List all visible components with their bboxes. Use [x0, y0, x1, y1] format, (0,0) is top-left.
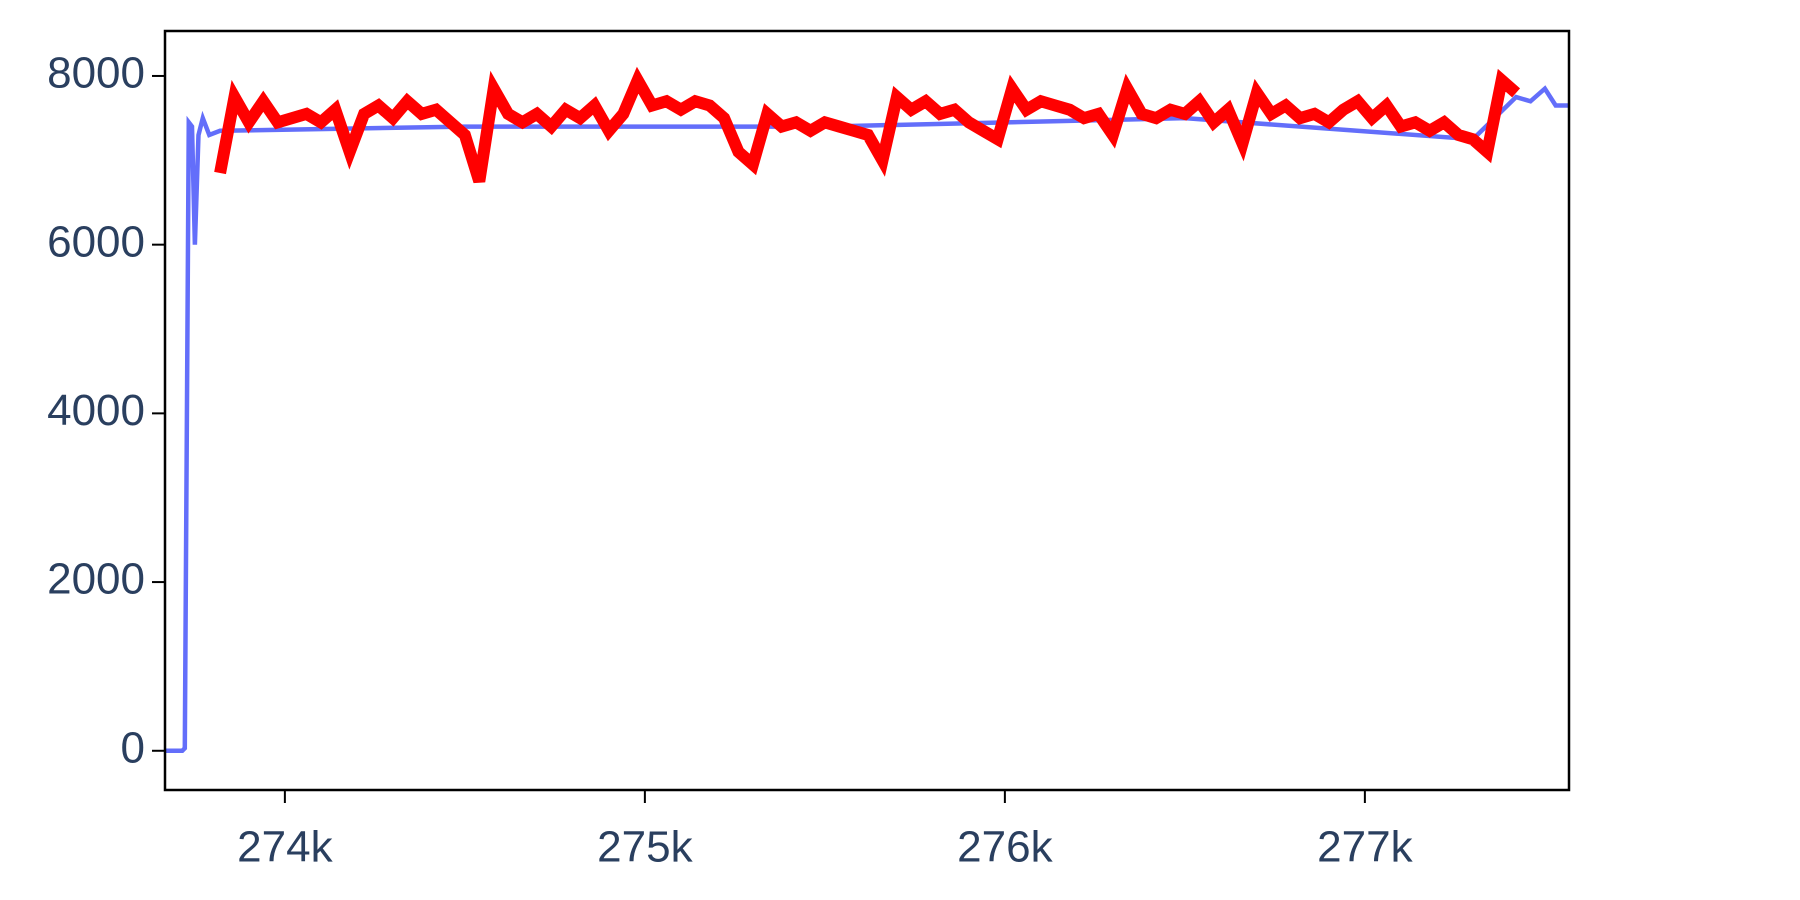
x-tick-label: 276k: [957, 823, 1053, 872]
plot-lines: [165, 66, 1569, 754]
series-line: [165, 85, 1569, 754]
y-tick-label: 4000: [47, 386, 145, 435]
series-line: [214, 66, 1521, 184]
y-tick-label: 2000: [47, 555, 145, 604]
x-tick-label: 274k: [237, 823, 333, 872]
y-tick-label: 0: [121, 723, 145, 772]
plot-frame: [163, 29, 1571, 792]
y-tick-label: 8000: [47, 49, 145, 98]
y-tick-label: 6000: [47, 217, 145, 266]
x-tick-label: 277k: [1317, 823, 1413, 872]
x-tick-label: 275k: [597, 823, 693, 872]
